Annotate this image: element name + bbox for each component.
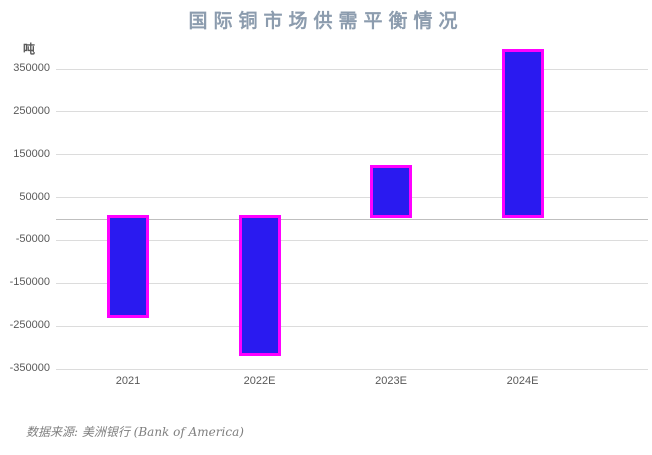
bar-2024E	[501, 49, 544, 219]
gridline	[56, 325, 648, 327]
y-tick-label: 150000	[13, 147, 50, 160]
gridline	[56, 239, 648, 241]
bar-2023E	[370, 165, 412, 219]
gridline	[56, 68, 648, 70]
gridline	[56, 197, 648, 199]
x-tick-label: 2024E	[506, 375, 539, 387]
gridline	[56, 368, 648, 370]
x-tick-label: 2021	[115, 375, 141, 387]
y-tick-label: -150000	[9, 276, 50, 289]
data-source-note: 数据来源: 美洲银行 (Bank of America)	[26, 425, 244, 439]
bar-2022E	[238, 214, 281, 357]
gridline	[56, 111, 648, 113]
y-tick-label: -250000	[9, 319, 50, 332]
x-tick-label: 2023E	[375, 375, 407, 387]
gridline	[56, 282, 648, 284]
y-tick-label: -50000	[15, 233, 50, 246]
y-tick-label: -350000	[9, 362, 50, 374]
chart-title: 国际铜市场供需平衡情况	[188, 10, 464, 32]
y-tick-label: 350000	[13, 62, 50, 74]
y-tick-label: 50000	[19, 190, 50, 203]
x-tick-label: 2022E	[243, 375, 276, 387]
gridline	[56, 154, 648, 156]
y-axis-unit-label: 吨	[23, 42, 36, 56]
y-tick-label: 250000	[13, 104, 50, 117]
zero-axis-line	[56, 218, 648, 220]
bar-2021	[107, 214, 149, 318]
